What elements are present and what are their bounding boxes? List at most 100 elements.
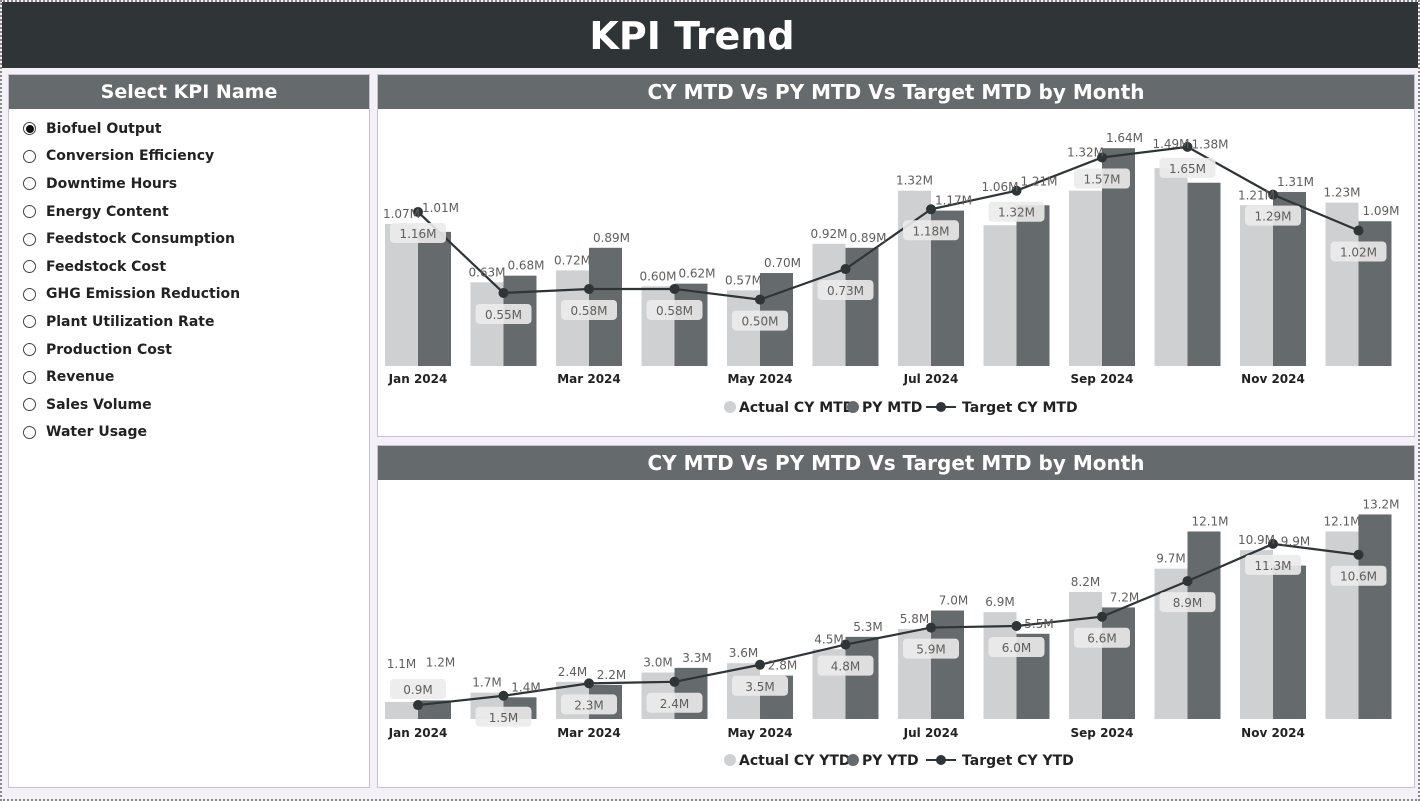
- radio-icon[interactable]: [23, 287, 36, 301]
- ytd-chart-panel: CY MTD Vs PY MTD Vs Target MTD by Month …: [377, 445, 1415, 788]
- actual-data-label: 8.2M: [1071, 575, 1100, 589]
- kpi-option[interactable]: Feedstock Cost: [23, 253, 369, 281]
- radio-icon[interactable]: [23, 398, 36, 412]
- target-point: [1011, 621, 1022, 632]
- actual-bar: [385, 223, 418, 366]
- radio-icon[interactable]: [23, 149, 36, 163]
- legend-target-icon: [936, 402, 946, 412]
- radio-icon[interactable]: [23, 260, 36, 274]
- target-label-box: [988, 637, 1045, 658]
- target-label-box: [817, 655, 874, 676]
- actual-bar: [1154, 568, 1188, 719]
- kpi-option[interactable]: Sales Volume: [23, 391, 369, 419]
- x-axis-tick-label: Mar 2024: [557, 372, 621, 386]
- radio-selected-icon[interactable]: [23, 122, 36, 136]
- kpi-option[interactable]: GHG Emission Reduction: [23, 281, 369, 309]
- py-bar: [1273, 565, 1306, 719]
- target-point: [498, 690, 509, 701]
- target-data-label: 1.5M: [489, 711, 518, 725]
- target-data-label: 2.3M: [574, 698, 603, 712]
- target-label-box: [1330, 241, 1387, 262]
- target-point: [755, 659, 765, 670]
- actual-data-label: 0.72M: [554, 253, 591, 267]
- target-label-box: [1159, 592, 1216, 613]
- target-data-label: 0.73M: [827, 284, 864, 298]
- radio-icon[interactable]: [23, 425, 36, 439]
- py-data-label: 3.3M: [682, 651, 711, 665]
- target-data-label: 1.02M: [1340, 246, 1377, 260]
- actual-bar: [1240, 205, 1273, 366]
- py-data-label: 1.4M: [511, 680, 540, 694]
- target-data-label: 0.9M: [403, 683, 432, 697]
- kpi-option-label: Feedstock Consumption: [46, 231, 235, 248]
- actual-data-label: 1.1M: [387, 657, 416, 671]
- kpi-option[interactable]: Downtime Hours: [23, 170, 369, 198]
- actual-data-label: 1.7M: [472, 676, 501, 690]
- target-data-label: 2.4M: [660, 697, 689, 711]
- py-data-label: 5.5M: [1024, 617, 1053, 631]
- legend-actual: Actual CY YTD: [739, 753, 851, 769]
- radio-icon[interactable]: [23, 232, 36, 246]
- py-bar: [1187, 531, 1221, 719]
- target-data-label: 1.18M: [912, 224, 949, 238]
- target-data-label: 0.58M: [570, 304, 607, 318]
- target-label-box: [1245, 554, 1301, 575]
- radio-icon[interactable]: [23, 205, 36, 219]
- mtd-chart-panel: CY MTD Vs PY MTD Vs Target MTD by Month …: [377, 74, 1415, 437]
- kpi-option[interactable]: Production Cost: [23, 336, 369, 364]
- target-point: [926, 204, 936, 215]
- actual-bar: [385, 701, 418, 719]
- kpi-option-label: Conversion Efficiency: [46, 148, 215, 165]
- actual-data-label: 0.57M: [725, 273, 762, 287]
- kpi-option[interactable]: Water Usage: [23, 419, 369, 447]
- kpi-option-label: GHG Emission Reduction: [46, 286, 241, 303]
- radio-icon[interactable]: [23, 177, 36, 191]
- target-data-label: 1.32M: [998, 206, 1035, 220]
- legend-target: Target CY YTD: [962, 753, 1074, 769]
- py-bar: [1187, 182, 1221, 366]
- target-label-box: [475, 303, 532, 324]
- slicer-title: Select KPI Name: [9, 75, 369, 109]
- actual-data-label: 0.60M: [639, 269, 676, 283]
- target-label-box: [1074, 168, 1130, 189]
- actual-data-label: 4.5M: [814, 632, 843, 646]
- target-line: [417, 542, 1359, 707]
- actual-bar: [1069, 190, 1102, 366]
- kpi-option[interactable]: Plant Utilization Rate: [23, 308, 369, 336]
- target-point: [1011, 185, 1022, 196]
- target-label-box: [988, 201, 1045, 222]
- kpi-option[interactable]: Feedstock Consumption: [23, 225, 369, 253]
- target-point: [1353, 549, 1364, 560]
- x-axis-tick-label: May 2024: [727, 372, 792, 386]
- kpi-option[interactable]: Biofuel Output: [23, 115, 369, 143]
- target-data-label: 0.55M: [485, 308, 522, 322]
- py-bar: [845, 636, 879, 719]
- kpi-option[interactable]: Revenue: [23, 363, 369, 391]
- radio-icon[interactable]: [23, 343, 36, 357]
- chart-title: CY MTD Vs PY MTD Vs Target MTD by Month: [378, 75, 1414, 109]
- x-axis-tick-label: Mar 2024: [557, 726, 621, 740]
- target-label-box: [903, 638, 959, 659]
- radio-icon[interactable]: [23, 370, 36, 384]
- actual-bar: [983, 612, 1017, 719]
- target-label-box: [646, 692, 703, 713]
- x-axis-tick-label: Nov 2024: [1241, 726, 1305, 740]
- actual-bar: [1240, 550, 1273, 719]
- target-point: [669, 283, 680, 294]
- target-data-label: 0.50M: [741, 315, 778, 329]
- actual-data-label: 1.32M: [896, 174, 933, 188]
- target-point: [584, 283, 594, 294]
- kpi-option-label: Energy Content: [46, 203, 169, 220]
- target-point: [413, 206, 423, 217]
- legend-actual: Actual CY MTD: [739, 400, 854, 416]
- kpi-option[interactable]: Conversion Efficiency: [23, 143, 369, 171]
- radio-icon[interactable]: [23, 315, 36, 329]
- target-data-label: 6.6M: [1087, 632, 1116, 646]
- actual-data-label: 1.49M: [1152, 137, 1189, 151]
- target-point: [584, 678, 594, 689]
- py-data-label: 0.68M: [507, 259, 544, 273]
- x-axis-tick-label: Jul 2024: [903, 372, 959, 386]
- kpi-option[interactable]: Energy Content: [23, 198, 369, 226]
- target-data-label: 1.29M: [1254, 210, 1291, 224]
- py-data-label: 1.38M: [1191, 138, 1228, 152]
